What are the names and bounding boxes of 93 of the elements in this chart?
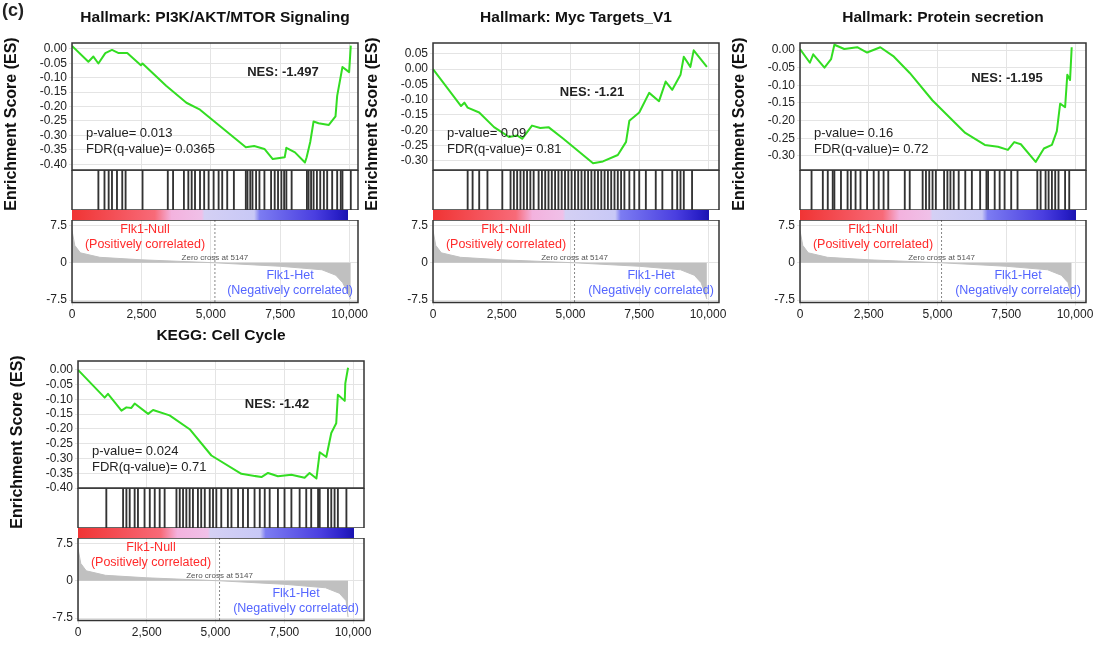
annotation: Flk1-Null (Positively correlated) bbox=[812, 222, 934, 252]
ref-line-label: Zero cross at 5147 bbox=[186, 571, 254, 580]
y-tick-label: -0.20 bbox=[39, 98, 68, 113]
y-tick-label: 0.00 bbox=[49, 362, 74, 377]
y-tick-label: -0.05 bbox=[45, 376, 74, 391]
annotation: FDR(q-value)= 0.0365 bbox=[86, 141, 215, 156]
annotation: NES: -1.497 bbox=[247, 64, 319, 79]
y-tick-label: -0.05 bbox=[400, 76, 429, 91]
y-axis-title: Enrichment Score (ES) bbox=[2, 37, 20, 211]
y-tick-label: 7.5 bbox=[778, 217, 796, 232]
y-tick-label: -0.05 bbox=[39, 55, 68, 70]
y-tick-label: -0.15 bbox=[45, 406, 74, 421]
x-tick-label: 2,500 bbox=[853, 307, 885, 322]
x-tick-label: 7,500 bbox=[624, 307, 655, 322]
chart-title: Hallmark: Protein secretion bbox=[841, 8, 1045, 26]
annotation: p-value= 0.024 bbox=[92, 443, 179, 458]
y-tick-label: -0.05 bbox=[767, 60, 796, 75]
y-tick-label: -0.20 bbox=[767, 112, 796, 127]
chart-title: KEGG: Cell Cycle bbox=[155, 326, 287, 344]
x-tick-label: 5,000 bbox=[195, 307, 227, 322]
y-axis-title: Enrichment Score (ES) bbox=[8, 355, 26, 529]
annotation: Flk1-Het (Negatively correlated) bbox=[227, 268, 353, 298]
annotation: p-value= 0.013 bbox=[86, 125, 173, 140]
y-tick-label: 0.00 bbox=[404, 61, 429, 76]
annotation: p-value= 0.16 bbox=[814, 125, 894, 140]
y-tick-label: -0.35 bbox=[45, 465, 74, 480]
y-tick-label: -0.30 bbox=[45, 450, 74, 465]
y-tick-label: 0 bbox=[788, 255, 796, 270]
y-tick-label: -0.10 bbox=[400, 91, 429, 106]
y-tick-label: -0.25 bbox=[400, 137, 429, 152]
y-tick-label: -0.40 bbox=[39, 156, 68, 171]
y-axis-title: Enrichment Score (ES) bbox=[363, 37, 381, 211]
y-tick-label: -0.10 bbox=[767, 77, 796, 92]
y-tick-label: 0.00 bbox=[771, 42, 796, 57]
annotation: NES: -1.21 bbox=[559, 84, 625, 99]
annotation: FDR(q-value)= 0.81 bbox=[447, 141, 562, 156]
y-axis-title: Enrichment Score (ES) bbox=[730, 37, 748, 211]
y-tick-label: -0.10 bbox=[45, 391, 74, 406]
x-tick-label: 10,000 bbox=[334, 625, 372, 640]
x-tick-label: 5,000 bbox=[200, 625, 231, 640]
x-tick-label: 2,500 bbox=[131, 625, 163, 640]
y-tick-label: 7.5 bbox=[56, 535, 74, 550]
y-tick-label: -0.15 bbox=[767, 95, 796, 110]
annotation: Flk1-Null (Positively correlated) bbox=[84, 222, 206, 252]
chart-title: Hallmark: PI3K/AKT/MTOR Signaling bbox=[79, 8, 351, 26]
y-tick-label: 0 bbox=[421, 255, 429, 270]
y-tick-label: -0.15 bbox=[39, 84, 68, 99]
annotation: NES: -1.195 bbox=[971, 70, 1043, 85]
x-tick-label: 2,500 bbox=[126, 307, 157, 322]
x-tick-label: 7,500 bbox=[991, 307, 1022, 322]
annotation: NES: -1.42 bbox=[244, 396, 310, 411]
y-tick-label: -0.25 bbox=[45, 436, 74, 451]
y-tick-label: -7.5 bbox=[46, 292, 68, 307]
x-tick-label: 10,000 bbox=[331, 307, 369, 322]
annotation: FDR(q-value)= 0.71 bbox=[92, 459, 207, 474]
y-tick-label: -7.5 bbox=[774, 292, 796, 307]
y-tick-label: -0.20 bbox=[45, 421, 74, 436]
annotation: Flk1-Het (Negatively correlated) bbox=[233, 586, 359, 616]
y-tick-label: 0 bbox=[66, 573, 74, 588]
x-tick-label: 5,000 bbox=[922, 307, 953, 322]
ref-line-label: Zero cross at 5147 bbox=[908, 253, 976, 262]
y-tick-label: 0 bbox=[60, 255, 68, 270]
y-tick-label: -0.35 bbox=[39, 142, 68, 157]
annotation: FDR(q-value)= 0.72 bbox=[814, 141, 929, 156]
y-tick-label: -0.10 bbox=[39, 69, 68, 84]
y-tick-label: -0.30 bbox=[767, 148, 796, 163]
y-tick-label: -0.20 bbox=[400, 122, 429, 137]
y-tick-label: -0.30 bbox=[400, 153, 429, 168]
y-tick-label: -7.5 bbox=[52, 610, 74, 625]
x-tick-label: 2,500 bbox=[486, 307, 518, 322]
y-tick-label: -7.5 bbox=[407, 292, 429, 307]
y-tick-label: 0.00 bbox=[43, 41, 68, 56]
text: (c) bbox=[2, 0, 24, 20]
x-tick-label: 7,500 bbox=[269, 625, 300, 640]
ref-line-label: Zero cross at 5147 bbox=[541, 253, 609, 262]
y-tick-label: 0.05 bbox=[404, 46, 429, 61]
y-tick-label: -0.30 bbox=[39, 127, 68, 142]
ref-line-label: Zero cross at 5147 bbox=[181, 253, 249, 262]
annotation: Flk1-Null (Positively correlated) bbox=[445, 222, 567, 252]
x-tick-label: 5,000 bbox=[555, 307, 586, 322]
chart-title: Hallmark: Myc Targets_V1 bbox=[479, 8, 673, 26]
x-tick-label: 10,000 bbox=[1056, 307, 1094, 322]
y-tick-label: 7.5 bbox=[50, 217, 68, 232]
y-tick-label: -0.25 bbox=[39, 113, 68, 128]
annotation: Flk1-Het (Negatively correlated) bbox=[955, 268, 1081, 298]
x-tick-label: 7,500 bbox=[265, 307, 296, 322]
annotation: Flk1-Null (Positively correlated) bbox=[90, 540, 212, 570]
y-tick-label: 7.5 bbox=[411, 217, 429, 232]
y-tick-label: -0.40 bbox=[45, 480, 74, 495]
y-tick-label: -0.15 bbox=[400, 107, 429, 122]
x-tick-label: 10,000 bbox=[689, 307, 727, 322]
annotation: Flk1-Het (Negatively correlated) bbox=[588, 268, 714, 298]
y-tick-label: -0.25 bbox=[767, 130, 796, 145]
